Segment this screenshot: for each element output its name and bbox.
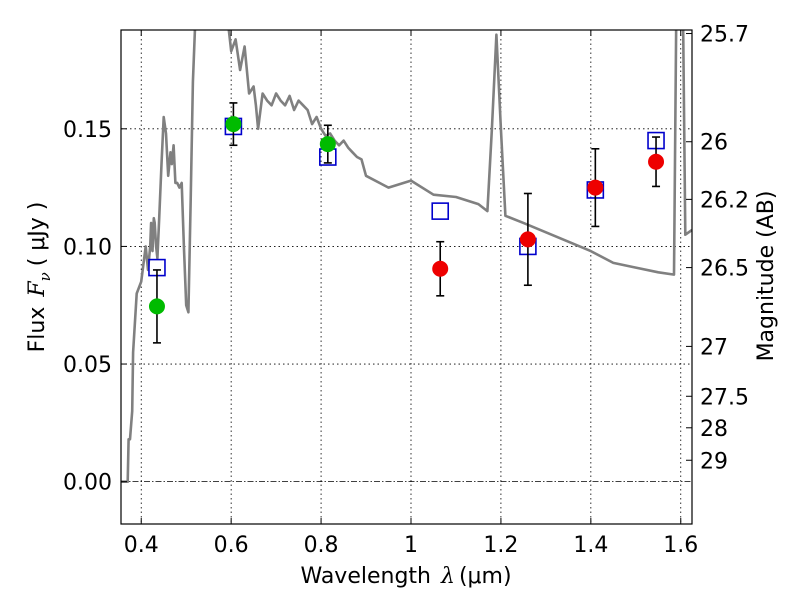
x-tick-label: 1 [404,533,418,558]
x-tick-label: 1.2 [483,533,518,558]
right-tick-label: 29 [700,449,728,474]
right-tick-label: 26 [700,131,728,156]
right-tick-label: 28 [700,417,728,442]
right-tick-label: 26.5 [700,257,749,282]
grid [121,30,692,524]
plot-area [121,30,692,483]
y-tick-label: 0.10 [63,235,112,260]
y-axis-title: FluxFν( μJy ) [25,202,54,353]
observed-point-red [432,260,449,277]
plot-frame [120,29,693,525]
model-spectrum-line [121,30,692,483]
right-tick-label: 27.5 [700,385,749,410]
right-tick-label: 27 [700,335,728,360]
observed-point-green [225,116,242,133]
y-tick-label: 0.00 [63,471,112,496]
observed-point-green [319,136,336,153]
right-axis-title: Magnitude (AB) [754,191,779,362]
observed-point-red [519,231,536,248]
right-tick-label: 26.2 [700,188,749,213]
x-tick-label: 0.4 [124,533,159,558]
model-point [431,202,450,220]
x-tick-label: 1.6 [663,533,698,558]
right-tick-label: 25.7 [700,23,749,48]
x-axis-title: Wavelength λ (μm) [300,564,511,589]
axis-ticks: 0.4 0.6 0.8 1 1.2 1.4 1.6 0.00 0.05 0.10 0.15 25.7 2… [63,23,749,558]
y-tick-label: 0.15 [63,118,112,143]
x-tick-label: 0.6 [214,533,249,558]
y-tick-label: 0.05 [63,353,112,378]
x-tick-label: 0.8 [304,533,339,558]
x-tick-label: 1.4 [573,533,608,558]
observed-point-green [148,298,165,315]
observed-point-red [648,153,665,170]
observed-point-red [587,179,604,196]
